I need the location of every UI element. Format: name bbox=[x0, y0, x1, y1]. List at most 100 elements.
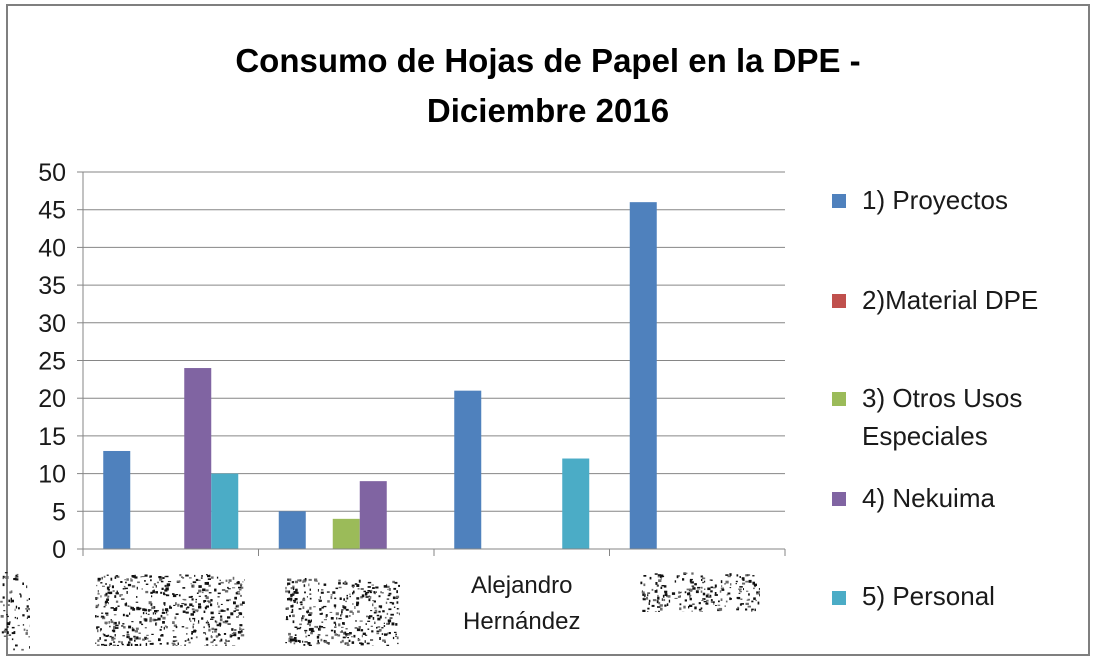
redaction-dot bbox=[745, 602, 749, 605]
redaction-dot bbox=[334, 597, 337, 600]
redaction-dot bbox=[5, 576, 9, 579]
redaction-dot bbox=[234, 607, 237, 609]
redaction-dot bbox=[210, 635, 213, 639]
redaction-dot bbox=[232, 587, 236, 589]
redaction-dot bbox=[332, 591, 336, 594]
bar bbox=[454, 390, 482, 549]
redaction-dot bbox=[351, 636, 353, 638]
redaction-dot bbox=[687, 592, 691, 596]
redaction-dot bbox=[340, 641, 343, 644]
redaction-dot bbox=[13, 648, 15, 651]
redaction-dot bbox=[147, 613, 150, 615]
redaction-dot bbox=[217, 602, 219, 605]
redaction-dot bbox=[228, 582, 230, 584]
redaction-dot bbox=[162, 621, 165, 624]
redaction-dot bbox=[172, 621, 175, 624]
redaction-dot bbox=[166, 642, 169, 645]
redaction-dot bbox=[386, 644, 390, 648]
redaction-dot bbox=[346, 597, 349, 600]
redaction-dot bbox=[228, 640, 230, 642]
redaction-dot bbox=[229, 598, 231, 601]
redaction-dot bbox=[163, 602, 166, 605]
redaction-dot bbox=[370, 610, 373, 612]
redaction-dot bbox=[10, 597, 12, 601]
redaction-dot bbox=[104, 604, 107, 606]
redaction-dot bbox=[160, 634, 164, 637]
redaction-dot bbox=[174, 643, 176, 645]
redaction-dot bbox=[689, 578, 693, 581]
redaction-dot bbox=[122, 588, 125, 590]
redaction-dot bbox=[293, 599, 297, 602]
redaction-dot bbox=[295, 591, 299, 594]
redaction-dot bbox=[111, 639, 115, 641]
x-category-label: Hernández bbox=[463, 608, 580, 635]
redaction-dot bbox=[217, 592, 221, 595]
redaction-dot bbox=[305, 635, 308, 638]
redaction-dot bbox=[232, 631, 237, 635]
redaction-dot bbox=[104, 621, 108, 625]
redaction-dot bbox=[0, 600, 3, 603]
redaction-dot bbox=[138, 637, 141, 640]
redaction-dot bbox=[96, 626, 100, 628]
bar bbox=[211, 473, 239, 549]
y-tick-label: 20 bbox=[38, 385, 66, 413]
redaction-dot bbox=[705, 594, 709, 598]
redaction-dot bbox=[288, 632, 291, 636]
legend-label-otros-usos-line-1: 3) Otros Usos bbox=[862, 383, 1023, 413]
redaction-dot bbox=[218, 612, 221, 614]
redaction-dot bbox=[754, 585, 756, 588]
redaction-dot bbox=[301, 617, 304, 620]
redaction-dot bbox=[128, 641, 131, 644]
y-tick-label: 45 bbox=[38, 197, 66, 225]
redaction-dot bbox=[738, 592, 741, 594]
redaction-dot bbox=[96, 627, 98, 630]
redaction-dot bbox=[147, 640, 152, 642]
redaction-dot bbox=[299, 601, 303, 604]
redaction-dot bbox=[96, 615, 99, 618]
redaction-dot bbox=[753, 583, 757, 587]
redaction-dot bbox=[136, 586, 138, 590]
redaction-dot bbox=[349, 615, 351, 617]
redaction-dot bbox=[383, 625, 386, 627]
redaction-dot bbox=[201, 575, 203, 577]
redaction-dot bbox=[302, 606, 305, 609]
redaction-dot bbox=[130, 643, 133, 647]
redaction-dot bbox=[747, 605, 751, 608]
redaction-dot bbox=[164, 625, 167, 627]
redaction-dot bbox=[689, 597, 692, 601]
redaction-dot bbox=[346, 594, 348, 597]
redaction-dot bbox=[15, 574, 18, 577]
redacted-category-label-4 bbox=[640, 572, 762, 615]
redaction-dot bbox=[203, 601, 206, 603]
redaction-dot bbox=[640, 581, 643, 585]
redaction-dot bbox=[388, 632, 391, 635]
redaction-dot bbox=[674, 597, 678, 599]
redaction-dot bbox=[113, 608, 117, 611]
redaction-dot bbox=[379, 615, 382, 619]
redaction-dot bbox=[713, 601, 715, 605]
redaction-dot bbox=[686, 588, 690, 591]
redaction-dot bbox=[126, 635, 129, 639]
redaction-dot bbox=[2, 583, 5, 587]
redaction-dot bbox=[288, 597, 291, 600]
redaction-dot bbox=[100, 615, 104, 618]
redaction-dot bbox=[232, 634, 235, 636]
bar bbox=[359, 481, 387, 549]
redaction-dot bbox=[309, 593, 312, 595]
redaction-dot bbox=[338, 623, 341, 627]
redacted-edge-left bbox=[0, 572, 33, 652]
redaction-dot bbox=[174, 616, 177, 620]
redaction-dot bbox=[372, 603, 374, 607]
redaction-dot bbox=[724, 583, 726, 585]
redaction-dot bbox=[308, 644, 312, 647]
redaction-dot bbox=[2, 596, 5, 599]
redaction-dot bbox=[327, 643, 330, 645]
redaction-dot bbox=[715, 605, 717, 606]
redaction-dot bbox=[739, 590, 742, 593]
redaction-dot bbox=[727, 576, 731, 578]
redaction-dot bbox=[367, 628, 370, 630]
redaction-dot bbox=[756, 591, 759, 595]
redaction-dot bbox=[208, 601, 211, 604]
redaction-dot bbox=[737, 606, 740, 609]
redaction-dot bbox=[293, 601, 296, 603]
